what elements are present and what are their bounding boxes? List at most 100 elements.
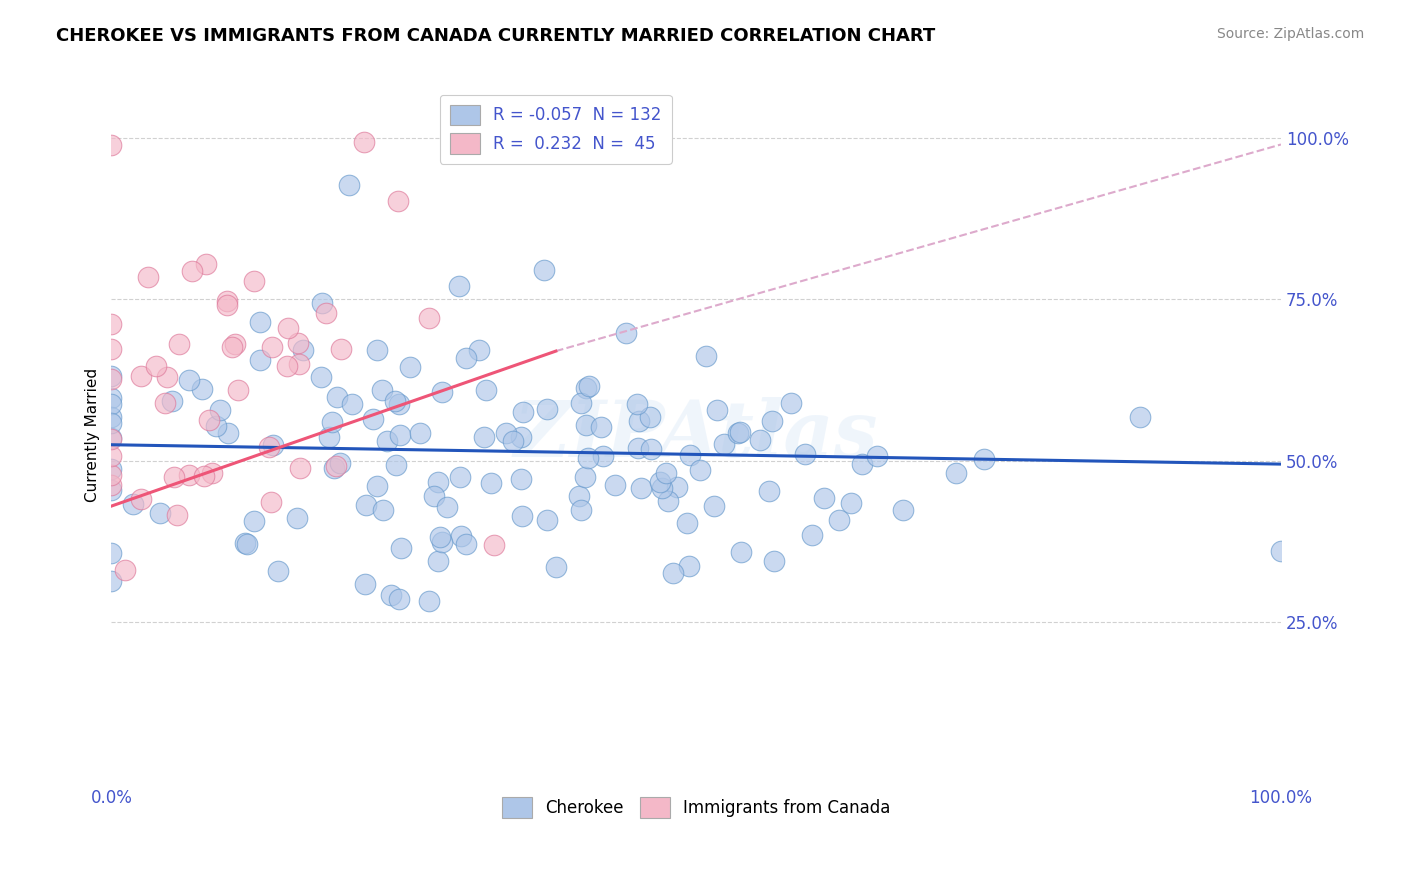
Point [689,463,711,477]
Point [651,481,673,495]
Point [277,321,299,335]
Point [100,478,122,492]
Point [167,337,190,351]
Point [763,554,786,568]
Point [479,475,502,490]
Point [100,138,122,153]
Point [387,194,409,208]
Point [502,434,524,448]
Point [321,415,343,429]
Point [430,384,453,399]
Point [100,546,122,560]
Point [354,577,377,591]
Point [260,495,283,509]
Point [129,369,152,384]
Point [100,449,122,463]
Point [575,382,598,396]
Point [249,315,271,329]
Point [366,479,388,493]
Point [423,489,446,503]
Point [1129,409,1152,424]
Point [100,416,122,430]
Point [536,512,558,526]
Point [627,441,650,455]
Point [749,434,772,448]
Point [340,396,363,410]
Point [100,410,122,425]
Point [695,349,717,363]
Point [243,274,266,288]
Point [100,462,122,476]
Point [329,457,352,471]
Point [574,469,596,483]
Point [628,414,651,428]
Point [361,412,384,426]
Point [288,461,311,475]
Point [727,425,749,440]
Point [638,409,661,424]
Point [243,514,266,528]
Point [575,417,598,432]
Point [194,257,217,271]
Point [605,477,627,491]
Point [654,467,676,481]
Point [259,440,281,454]
Point [315,306,337,320]
Point [208,402,231,417]
Point [100,397,122,411]
Point [285,511,308,525]
Text: ZIPAtlas: ZIPAtlas [515,397,879,474]
Point [163,469,186,483]
Point [1270,544,1292,558]
Point [190,383,212,397]
Point [509,430,531,444]
Point [197,413,219,427]
Point [138,270,160,285]
Point [384,393,406,408]
Legend: Cherokee, Immigrants from Canada: Cherokee, Immigrants from Canada [495,790,897,824]
Point [657,493,679,508]
Point [839,496,862,510]
Point [100,431,122,445]
Point [388,397,411,411]
Point [215,298,238,312]
Point [114,563,136,577]
Point [866,450,889,464]
Point [353,135,375,149]
Point [205,419,228,434]
Point [430,534,453,549]
Point [449,470,471,484]
Point [380,588,402,602]
Point [177,468,200,483]
Point [180,264,202,278]
Point [100,574,122,588]
Point [454,537,477,551]
Point [100,342,122,356]
Point [730,544,752,558]
Point [482,538,505,552]
Point [337,178,360,193]
Point [145,359,167,374]
Point [224,336,246,351]
Point [512,404,534,418]
Point [318,430,340,444]
Point [160,394,183,409]
Point [569,395,592,409]
Point [100,468,122,483]
Point [156,370,179,384]
Point [801,527,824,541]
Point [472,430,495,444]
Point [703,500,725,514]
Point [100,432,122,446]
Point [578,379,600,393]
Point [166,508,188,522]
Point [354,498,377,512]
Point [793,447,815,461]
Point [589,420,612,434]
Point [510,472,533,486]
Point [262,438,284,452]
Point [576,450,599,465]
Point [851,458,873,472]
Point [388,591,411,606]
Point [426,554,449,568]
